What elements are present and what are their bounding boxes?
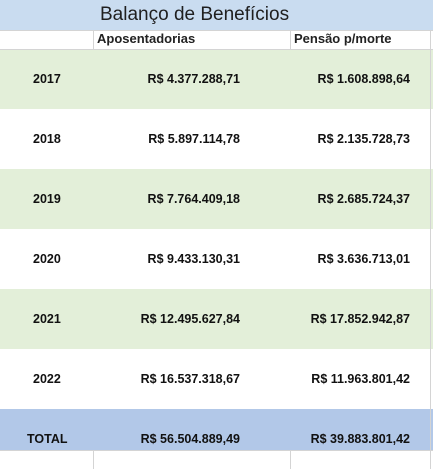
table-row: 2018 R$ 5.897.114,78 R$ 2.135.728,73 <box>0 109 433 169</box>
year-cell: 2020 <box>33 252 61 266</box>
aposentadorias-cell: R$ 9.433.130,31 <box>147 252 240 266</box>
aposentadorias-cell: R$ 12.495.627,84 <box>140 312 240 326</box>
year-cell: 2019 <box>33 192 61 206</box>
gridline <box>0 450 433 451</box>
pensao-cell: R$ 11.963.801,42 <box>311 372 410 386</box>
year-cell: 2021 <box>33 312 61 326</box>
gridline <box>93 30 94 50</box>
year-cell: 2018 <box>33 132 61 146</box>
pensao-cell: R$ 3.636.713,01 <box>317 252 410 266</box>
table-row: 2017 R$ 4.377.288,71 R$ 1.608.898,64 <box>0 49 433 109</box>
table-title: Balanço de Benefícios <box>100 4 290 25</box>
year-cell: 2022 <box>33 372 61 386</box>
gridline <box>430 30 431 469</box>
header-aposentadorias: Aposentadorias <box>97 31 196 46</box>
header-row: Aposentadorias Pensão p/morte <box>0 30 433 49</box>
aposentadorias-cell: R$ 16.537.318,67 <box>140 372 240 386</box>
header-pensao: Pensão p/morte <box>294 31 392 46</box>
aposentadorias-cell: R$ 4.377.288,71 <box>147 72 240 86</box>
title-row: Balanço de Benefícios <box>0 0 433 30</box>
total-label: TOTAL <box>27 432 68 446</box>
empty-row <box>0 450 433 469</box>
gridline <box>0 49 433 50</box>
gridline <box>290 450 291 469</box>
pensao-cell: R$ 17.852.942,87 <box>310 312 410 326</box>
total-row: TOTAL R$ 56.504.889,49 R$ 39.883.801,42 <box>0 409 433 450</box>
total-aposentadorias: R$ 56.504.889,49 <box>140 432 240 446</box>
pensao-cell: R$ 2.685.724,37 <box>317 192 410 206</box>
table-row: 2020 R$ 9.433.130,31 R$ 3.636.713,01 <box>0 229 433 289</box>
gridline <box>290 30 291 50</box>
pensao-cell: R$ 2.135.728,73 <box>317 132 410 146</box>
aposentadorias-cell: R$ 5.897.114,78 <box>148 132 240 146</box>
total-pensao: R$ 39.883.801,42 <box>310 432 410 446</box>
aposentadorias-cell: R$ 7.764.409,18 <box>147 192 240 206</box>
table-row: 2019 R$ 7.764.409,18 R$ 2.685.724,37 <box>0 169 433 229</box>
year-cell: 2017 <box>33 72 61 86</box>
table-row: 2022 R$ 16.537.318,67 R$ 11.963.801,42 <box>0 349 433 409</box>
pensao-cell: R$ 1.608.898,64 <box>317 72 410 86</box>
table-row: 2021 R$ 12.495.627,84 R$ 17.852.942,87 <box>0 289 433 349</box>
gridline <box>93 450 94 469</box>
gridline <box>0 30 433 31</box>
